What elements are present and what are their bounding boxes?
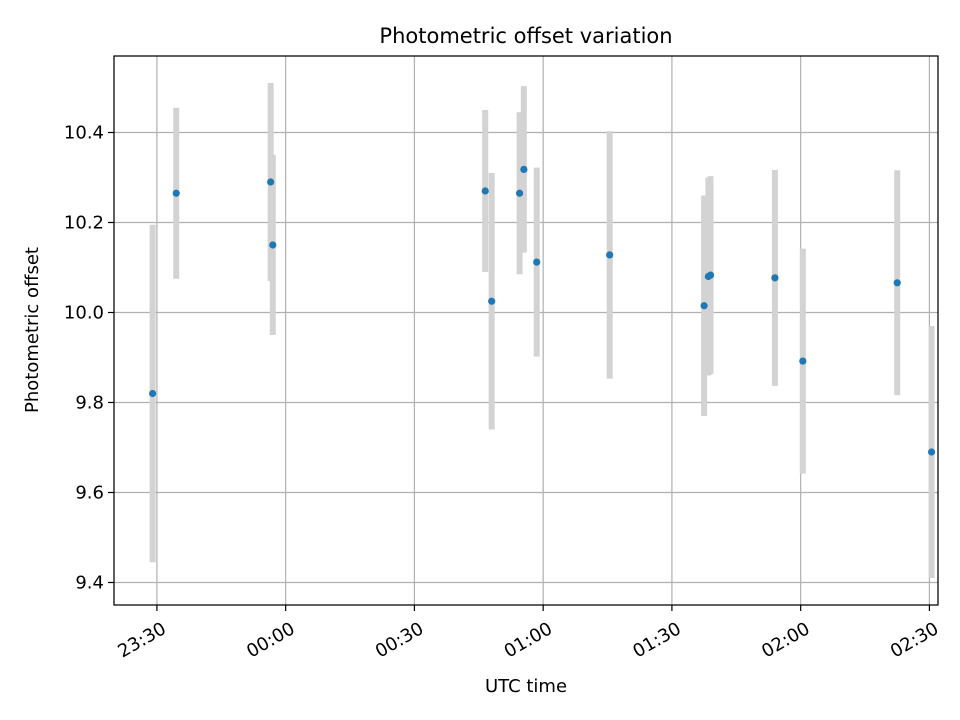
data-point (700, 302, 708, 310)
data-point (520, 165, 528, 173)
chart-title: Photometric offset variation (379, 24, 672, 48)
data-point (606, 251, 614, 259)
data-point (515, 189, 524, 197)
y-axis-ticks: 9.4 9.6 9.8 10.0 10.2 10.4 (64, 123, 114, 594)
y-tick-label: 10.4 (64, 123, 104, 144)
y-tick-label: 9.8 (75, 393, 104, 414)
y-tick-label: 9.6 (75, 483, 104, 504)
data-point (706, 271, 715, 279)
y-tick-label: 10.2 (64, 213, 104, 234)
data-point (267, 178, 275, 186)
data-point (799, 357, 807, 365)
y-tick-label: 9.4 (75, 573, 104, 594)
data-point (771, 274, 779, 282)
data-point (927, 448, 936, 456)
x-axis-label: UTC time (485, 676, 567, 697)
y-tick-label: 10.0 (64, 303, 104, 324)
data-point (172, 189, 180, 197)
data-point (481, 187, 489, 195)
plot-frame (113, 55, 939, 606)
data-point (488, 297, 496, 305)
data-point (533, 258, 541, 266)
data-point (893, 279, 901, 287)
data-point (269, 241, 277, 249)
data-point (149, 389, 157, 398)
y-axis-label: Photometric offset (22, 247, 43, 413)
data-points (149, 165, 936, 456)
